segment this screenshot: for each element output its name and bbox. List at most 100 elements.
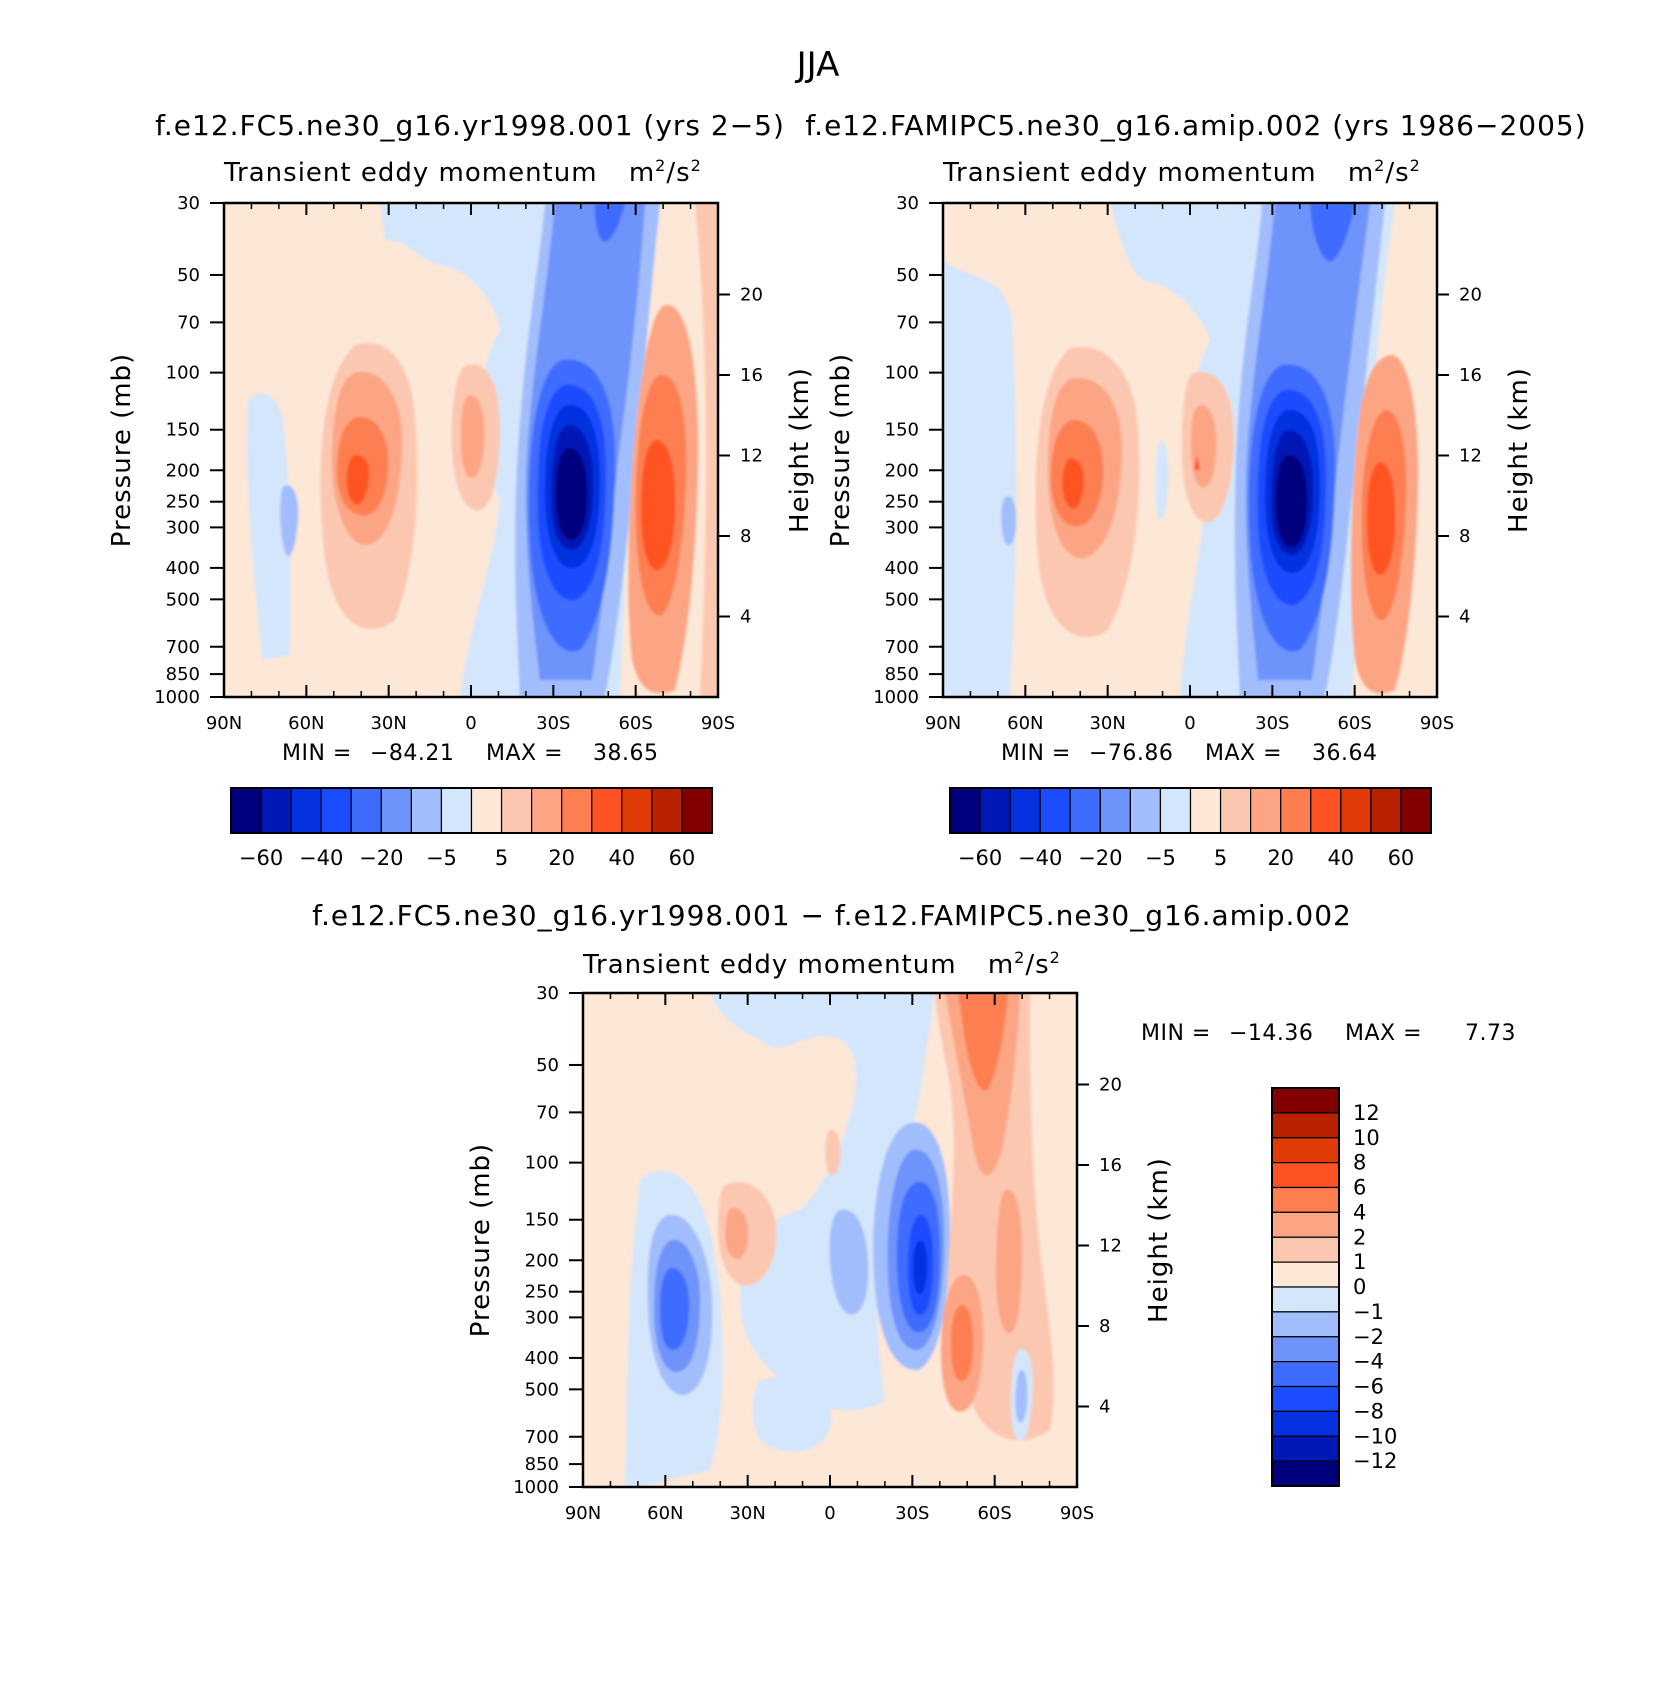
x-tick-label: 30N: [1089, 713, 1125, 734]
colorbar-box: [949, 787, 981, 834]
y-tick-label: 1000: [154, 687, 200, 708]
y-tick-label: 200: [885, 460, 919, 481]
colorbar-box: [1271, 1186, 1340, 1213]
y-tick-label: 100: [525, 1153, 559, 1174]
panel-control-contour-nh-weak-negative: [943, 260, 1017, 697]
panel-test: f.e12.FC5.ne30_g16.yr1998.001 (yrs 2−5) …: [107, 109, 815, 870]
panel-diff-contour-upper-negative: [710, 993, 935, 1411]
y-tick-label: 300: [166, 517, 200, 538]
y-tick-label: 850: [166, 664, 200, 685]
y-tick-label: 700: [166, 637, 200, 658]
panel-test-ticks: 90N 60N 30N 0 30S 60S 90S 30 50 70 100 150 200 250 300…: [154, 193, 763, 734]
panel-diff-contour-nh-lower-negative: [752, 1377, 832, 1452]
colorbar-label: 60: [669, 846, 696, 870]
x-tick-label: 90S: [1420, 713, 1454, 734]
x-tick-label: 30N: [729, 1503, 765, 1524]
colorbar-box: [1271, 1435, 1340, 1462]
panel-diff-units-sup1: 2: [1014, 948, 1025, 967]
colorbar-box: [1271, 1361, 1340, 1388]
colorbar-box: [1069, 787, 1101, 834]
y-tick-label: 1000: [873, 687, 919, 708]
panel-diff-min-label: MIN =: [1141, 1021, 1211, 1046]
x-tick-label: 0: [1184, 713, 1195, 734]
panel-test-contour-nh-negative-core: [280, 485, 299, 556]
colorbar-label: 12: [1353, 1101, 1380, 1125]
colorbar-box: [1099, 787, 1131, 834]
x-tick-label: 60N: [647, 1503, 683, 1524]
y2-tick-label: 16: [740, 365, 763, 386]
colorbar-label: −2: [1353, 1325, 1384, 1349]
x-tick-label: 0: [824, 1503, 835, 1524]
colorbar-box: [1129, 787, 1162, 834]
panel-control-ylabel-right: Height (km): [1504, 367, 1534, 533]
panel-control-contour-nh-positive-core: [1062, 458, 1084, 509]
x-tick-label: 60N: [288, 713, 324, 734]
y-tick-label: 100: [166, 363, 200, 384]
colorbar-label: −40: [299, 846, 343, 870]
colorbar-label: 1: [1353, 1250, 1366, 1274]
x-tick-label: 60S: [618, 713, 652, 734]
colorbar-label: 2: [1353, 1225, 1366, 1249]
y-tick-label: 70: [177, 312, 200, 333]
colorbar-label: −12: [1353, 1449, 1397, 1473]
colorbar-label: 8: [1353, 1151, 1366, 1175]
colorbar-box: [979, 787, 1011, 834]
y-tick-label: 150: [166, 420, 200, 441]
panel-test-contour-equatorial-positive-core: [460, 395, 485, 479]
colorbar-label: −20: [359, 846, 403, 870]
panel-control: f.e12.FAMIPC5.ne30_g16.amip.002 (yrs 198…: [805, 109, 1585, 870]
colorbar-box: [1271, 1336, 1340, 1363]
panel-diff-run-label: f.e12.FC5.ne30_g16.yr1998.001 − f.e12.FA…: [312, 899, 1352, 932]
colorbar-label: 4: [1353, 1200, 1366, 1224]
y-tick-label: 200: [166, 460, 200, 481]
x-tick-label: 90N: [206, 713, 242, 734]
y2-tick-label: 12: [1099, 1235, 1122, 1256]
colorbar-box: [681, 787, 713, 834]
colorbar-box: [651, 787, 683, 834]
colorbar-box: [1271, 1460, 1340, 1487]
y-tick-label: 250: [166, 492, 200, 513]
y-tick-label: 70: [896, 312, 919, 333]
colorbar-label: 20: [1267, 846, 1294, 870]
colorbar-box: [230, 787, 262, 834]
y-tick-label: 850: [885, 664, 919, 685]
panel-diff-ylabel-left: Pressure (mb): [466, 1143, 496, 1337]
y-tick-label: 150: [525, 1210, 559, 1231]
y-tick-label: 30: [177, 193, 200, 214]
panel-test-contour-sh-positive-core: [641, 440, 676, 570]
panel-control-ticks: 90N 60N 30N 0 30S 60S 90S 30 50 70 100 150 200 250 300…: [873, 193, 1482, 734]
y-tick-label: 50: [896, 265, 919, 286]
colorbar-label: 6: [1353, 1176, 1366, 1200]
panel-control-max-value: 36.64: [1312, 741, 1377, 766]
y-tick-label: 500: [525, 1379, 559, 1400]
panel-control-contour-nh-negative-core: [1001, 496, 1017, 546]
colorbar-label: 10: [1353, 1126, 1380, 1150]
x-tick-label: 60S: [1337, 713, 1371, 734]
panel-test-colorbar: −60 −40 −20 −5 5 20 40 60: [230, 787, 713, 870]
season-title: JJA: [795, 45, 840, 85]
y2-tick-label: 20: [1099, 1074, 1122, 1095]
panel-control-plot-area: [943, 203, 1437, 697]
panel-control-units-m: m: [1348, 158, 1374, 188]
panel-control-contour-polar-positive-band: [1400, 203, 1437, 697]
colorbar-box: [380, 787, 412, 834]
colorbar-box: [320, 787, 352, 834]
x-tick-label: 90N: [565, 1503, 601, 1524]
panel-diff-min-value: −14.36: [1229, 1021, 1313, 1046]
panel-diff-units-sup2: 2: [1050, 948, 1061, 967]
y-tick-label: 500: [166, 589, 200, 610]
y-tick-label: 500: [885, 589, 919, 610]
y-tick-label: 250: [525, 1282, 559, 1303]
colorbar-label: −60: [239, 846, 283, 870]
colorbar-box: [1271, 1410, 1340, 1437]
colorbar-label: −1: [1353, 1300, 1384, 1324]
y2-tick-label: 16: [1099, 1155, 1122, 1176]
x-tick-label: 90N: [925, 713, 961, 734]
panel-control-subtitle: Transient eddy momentum m2/s2: [942, 156, 1421, 188]
panel-diff-max-value: 7.73: [1465, 1021, 1516, 1046]
colorbar-label: 20: [548, 846, 575, 870]
panel-diff-subtitle-text: Transient eddy momentum: [582, 950, 957, 980]
y2-tick-label: 20: [740, 284, 763, 305]
panel-test-run-label: f.e12.FC5.ne30_g16.yr1998.001 (yrs 2−5): [155, 109, 785, 142]
colorbar-box: [1271, 1087, 1340, 1114]
